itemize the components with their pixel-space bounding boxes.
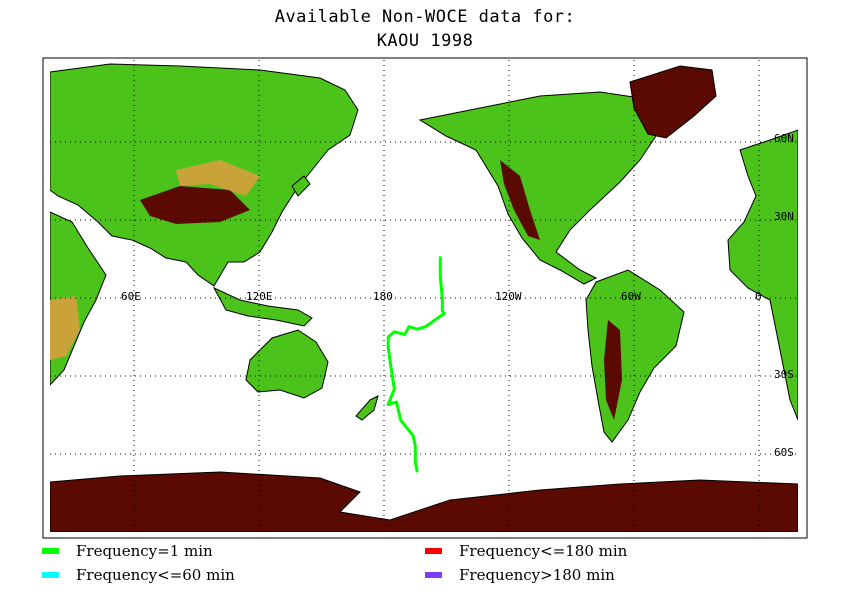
lon-label-60w: 60W: [621, 290, 641, 303]
legend-item-freq-60: Frequency<=60 min: [42, 566, 342, 586]
legend-swatch-red: [425, 548, 442, 554]
chart-title: Available Non-WOCE data for:: [274, 7, 576, 27]
landmass-se-asia: [212, 286, 313, 327]
landmass-greenland: [629, 65, 717, 139]
graticule: [50, 60, 798, 532]
lat-label-30s: 30S: [774, 368, 794, 381]
lat-label-30n: 30N: [774, 210, 794, 223]
highland-tibet: [140, 186, 250, 224]
lon-label-60e: 60E: [121, 290, 141, 303]
legend-item-freq-gt180: Frequency>180 min: [425, 566, 725, 586]
landmass-japan: [291, 175, 311, 197]
landmass-australia: [245, 329, 329, 399]
landmass-antarctica: [50, 471, 798, 532]
legend-swatch-green: [42, 548, 59, 554]
legend-item-freq-180: Frequency<=180 min: [425, 542, 725, 562]
lon-label-120w: 120W: [495, 290, 522, 303]
landmass-europe-africa-west: [727, 129, 798, 421]
legend-label: Frequency=1 min: [76, 542, 213, 560]
lat-label-60n: 60N: [774, 132, 794, 145]
continents-layer: 60E 120E 180 120W 60W 0 60N 30N 30S 60S: [50, 60, 798, 532]
legend-label: Frequency>180 min: [459, 566, 615, 584]
chart-subtitle: KAOU 1998: [376, 31, 474, 51]
lon-label-0: 0: [755, 290, 762, 303]
lat-label-60s: 60S: [774, 446, 794, 459]
legend-swatch-purple: [425, 572, 442, 578]
landmass-new-zealand: [355, 395, 379, 421]
legend-label: Frequency<=180 min: [459, 542, 628, 560]
foothills-asia: [176, 160, 260, 196]
lon-label-180: 180: [373, 290, 393, 303]
legend-swatch-cyan: [42, 572, 59, 578]
highland-andes: [604, 320, 622, 420]
legend-item-freq-1: Frequency=1 min: [42, 542, 342, 562]
legend-label: Frequency<=60 min: [76, 566, 235, 584]
ship-track: [386, 256, 446, 473]
foothills-africa: [50, 296, 80, 360]
lon-label-120e: 120E: [246, 290, 273, 303]
landmass-north-america: [418, 91, 661, 285]
